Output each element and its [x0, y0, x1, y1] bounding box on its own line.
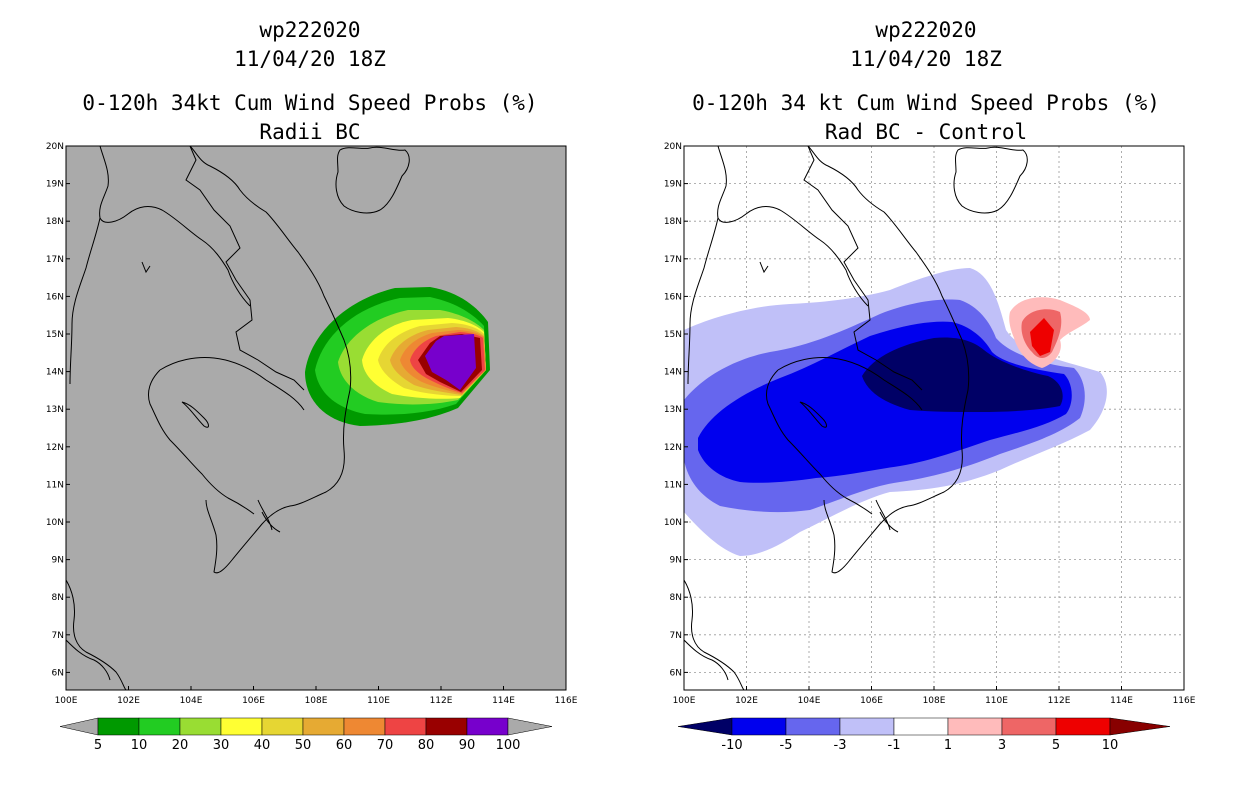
- lat-label: 16N: [46, 292, 64, 302]
- lon-label: 100E: [55, 696, 78, 706]
- lat-label: 7N: [670, 631, 682, 641]
- lon-label: 108E: [923, 696, 946, 706]
- lat-label: 17N: [46, 255, 64, 265]
- diff-minus-10-contour: [862, 337, 1063, 412]
- lat-label: 15N: [664, 330, 682, 340]
- left-title-datetime: 11/04/20 18Z: [234, 47, 386, 71]
- lon-label: 106E: [860, 696, 883, 706]
- lat-label: 19N: [46, 180, 64, 190]
- lat-label: 8N: [670, 593, 682, 603]
- lon-label: 116E: [555, 696, 578, 706]
- lat-label: 14N: [664, 368, 682, 378]
- lat-label: 7N: [52, 631, 64, 641]
- lat-label: 10N: [46, 518, 64, 528]
- lon-label: 100E: [673, 696, 696, 706]
- left-coastlines: [66, 146, 410, 690]
- lat-label: 6N: [670, 668, 682, 678]
- lat-label: 11N: [46, 480, 64, 490]
- lat-label: 18N: [46, 217, 64, 227]
- lon-label: 106E: [242, 696, 265, 706]
- lat-label: 13N: [46, 405, 64, 415]
- left-title-storm-id: wp222020: [259, 18, 361, 42]
- lat-label: 15N: [46, 330, 64, 340]
- lat-label: 20N: [46, 142, 64, 152]
- lon-label: 108E: [305, 696, 328, 706]
- lon-label: 112E: [430, 696, 453, 706]
- lon-label: 102E: [117, 696, 140, 706]
- right-title-storm-id: wp222020: [875, 18, 977, 42]
- left-title-subtitle: Radii BC: [259, 120, 361, 144]
- left-title-product: 0-120h 34kt Cum Wind Speed Probs (%): [82, 91, 538, 115]
- lat-label: 18N: [664, 217, 682, 227]
- lat-label: 12N: [664, 443, 682, 453]
- lat-label: 19N: [664, 180, 682, 190]
- lat-label: 12N: [46, 443, 64, 453]
- left-map-background: [66, 146, 566, 690]
- lat-label: 6N: [52, 668, 64, 678]
- prob-90-100-contour: [425, 334, 476, 390]
- lat-label: 16N: [664, 292, 682, 302]
- lon-label: 114E: [492, 696, 515, 706]
- lon-label: 110E: [367, 696, 390, 706]
- lat-label: 11N: [664, 480, 682, 490]
- lon-label: 114E: [1110, 696, 1133, 706]
- lat-label: 9N: [670, 556, 682, 566]
- lat-label: 13N: [664, 405, 682, 415]
- right-title-subtitle: Rad BC - Control: [824, 120, 1028, 144]
- lon-label: 116E: [1173, 696, 1196, 706]
- lat-label: 10N: [664, 518, 682, 528]
- right-title-product: 0-120h 34 kt Cum Wind Speed Probs (%): [692, 91, 1160, 115]
- lon-label: 102E: [735, 696, 758, 706]
- lat-label: 8N: [52, 593, 64, 603]
- right-coastlines: [684, 146, 1028, 690]
- lon-label: 110E: [985, 696, 1008, 706]
- diff-plus-5-contour: [1030, 318, 1054, 356]
- lat-label: 9N: [52, 556, 64, 566]
- lat-label: 17N: [664, 255, 682, 265]
- lon-label: 104E: [180, 696, 203, 706]
- lat-label: 14N: [46, 368, 64, 378]
- lon-label: 112E: [1048, 696, 1071, 706]
- right-title-datetime: 11/04/20 18Z: [850, 47, 1002, 71]
- lon-label: 104E: [798, 696, 821, 706]
- lat-label: 20N: [664, 142, 682, 152]
